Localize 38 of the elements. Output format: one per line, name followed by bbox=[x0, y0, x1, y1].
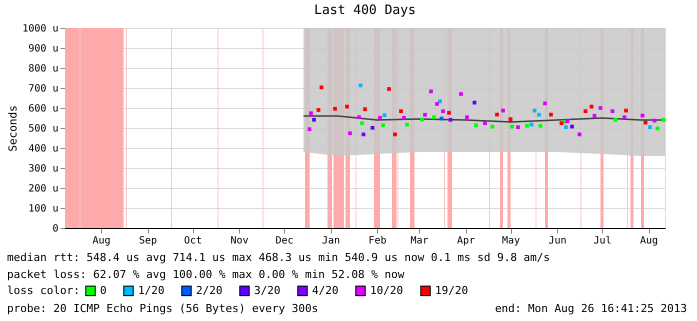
y-tick-label: 900 u bbox=[28, 44, 58, 54]
x-tick-label: May bbox=[502, 236, 520, 246]
y-tick-label: 500 u bbox=[28, 124, 58, 134]
x-tick-label: Jul bbox=[593, 236, 612, 246]
x-tick-label: Mar bbox=[410, 236, 429, 246]
x-tick-label: Sep bbox=[138, 236, 158, 246]
y-tick-label: 100 u bbox=[28, 204, 58, 214]
x-tick-label: Aug bbox=[92, 236, 111, 246]
legend-label: 4/20 bbox=[312, 284, 338, 297]
y-tick-label: 800 u bbox=[28, 64, 58, 74]
x-tick-label: Dec bbox=[275, 236, 294, 246]
legend-label: 10/20 bbox=[370, 284, 404, 297]
y-tick-label: 0 bbox=[52, 224, 58, 234]
x-tick-label: Apr bbox=[456, 236, 476, 246]
chart-title: Last 400 Days bbox=[314, 3, 416, 18]
x-tick-label: Oct bbox=[184, 236, 202, 246]
x-tick-label: Jan bbox=[322, 236, 340, 246]
legend-label: 1/20 bbox=[138, 284, 164, 297]
y-tick-label: 300 u bbox=[28, 164, 58, 174]
y-tick-label: 700 u bbox=[28, 84, 58, 94]
x-tick-label: Aug bbox=[640, 236, 658, 246]
y-tick-label: 400 u bbox=[28, 144, 58, 154]
text: median rtt: 548.4 us avg 714.1 us max 468.3 us min 540.9 us now 0.1 ms sd 9.8 am/s bbox=[7, 251, 550, 264]
y-tick-label: 1000 u bbox=[22, 24, 58, 34]
legend-title: loss color: bbox=[7, 284, 80, 297]
legend-label: 2/20 bbox=[196, 284, 222, 297]
legend-label: 0 bbox=[100, 284, 107, 297]
text: end: Mon Aug 26 16:41:25 2013 bbox=[494, 302, 687, 315]
legend-label: 19/20 bbox=[435, 284, 468, 297]
y-tick-label: 600 u bbox=[28, 104, 58, 114]
text: packet loss: 62.07 % avg 100.00 % max 0.00 % min 52.08 % now bbox=[7, 268, 405, 281]
y-tick-label: 200 u bbox=[28, 184, 58, 194]
y-axis-title: Seconds bbox=[6, 105, 20, 152]
x-tick-label: Nov bbox=[230, 236, 249, 246]
text: probe: 20 ICMP Echo Pings (56 Bytes) every 300s bbox=[7, 302, 318, 315]
legend-label: 3/20 bbox=[254, 284, 280, 297]
x-tick-label: Feb bbox=[368, 236, 387, 246]
x-tick-label: Jun bbox=[548, 236, 567, 246]
